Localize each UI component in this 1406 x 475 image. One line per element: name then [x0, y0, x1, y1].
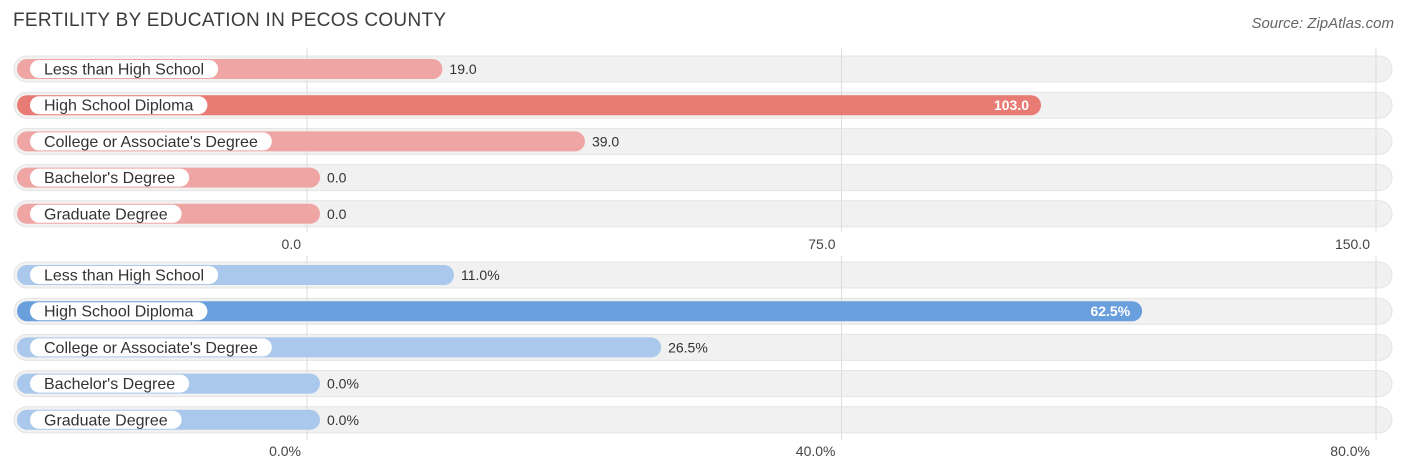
value-label: 0.0% [327, 376, 359, 392]
category-label: College or Associate's Degree [44, 340, 258, 357]
fertility-count-panel: Less than High School 19.0 High School Dip… [13, 48, 1393, 252]
row-background [13, 370, 1393, 398]
row-background [13, 406, 1393, 434]
category-label-pill [30, 60, 219, 78]
tick-label: 0.0 [282, 236, 302, 252]
value-label: 0.0 [327, 206, 347, 222]
category-label-pill [30, 168, 190, 187]
category-label: Graduate Degree [44, 206, 168, 223]
row-background [13, 164, 1393, 192]
tick-label: 80.0% [1330, 443, 1370, 459]
category-label: Less than High School [44, 268, 204, 285]
bar [17, 95, 1042, 116]
tick-label: 150.0 [1335, 236, 1370, 252]
tick-label: 40.0% [796, 443, 836, 459]
value-label: 0.0 [327, 170, 347, 186]
tick-label: 75.0 [808, 236, 835, 252]
category-label: Less than High School [44, 62, 204, 79]
value-label: 62.5% [1090, 303, 1130, 319]
category-label: Bachelor's Degree [44, 170, 175, 187]
category-label-pill [30, 132, 272, 151]
category-label: High School Diploma [44, 304, 194, 321]
category-label: Graduate Degree [44, 412, 168, 429]
value-label: 26.5% [668, 339, 708, 355]
category-label-pill [30, 266, 219, 284]
category-label-pill [30, 374, 190, 393]
category-label: College or Associate's Degree [44, 134, 258, 151]
chart-title: FERTILITY BY EDUCATION IN PECOS COUNTY [13, 10, 447, 31]
value-label: 11.0% [461, 267, 500, 283]
tick-label: 0.0% [269, 443, 301, 459]
source-credit: Source: ZipAtlas.com [1251, 15, 1394, 32]
value-label: 39.0 [592, 133, 619, 149]
row-background [13, 200, 1393, 228]
category-label-pill [30, 204, 182, 223]
value-label: 19.0 [449, 61, 476, 77]
category-label: High School Diploma [44, 98, 194, 115]
value-label: 103.0 [994, 97, 1029, 113]
category-label: Bachelor's Degree [44, 376, 175, 393]
fertility-percent-panel: Less than High School 11.0% High School Di… [13, 256, 1393, 459]
category-label-pill [30, 338, 272, 357]
value-label: 0.0% [327, 412, 359, 428]
category-label-pill [30, 96, 208, 115]
bar [17, 301, 1143, 322]
category-label-pill [30, 410, 182, 429]
category-label-pill [30, 302, 208, 321]
